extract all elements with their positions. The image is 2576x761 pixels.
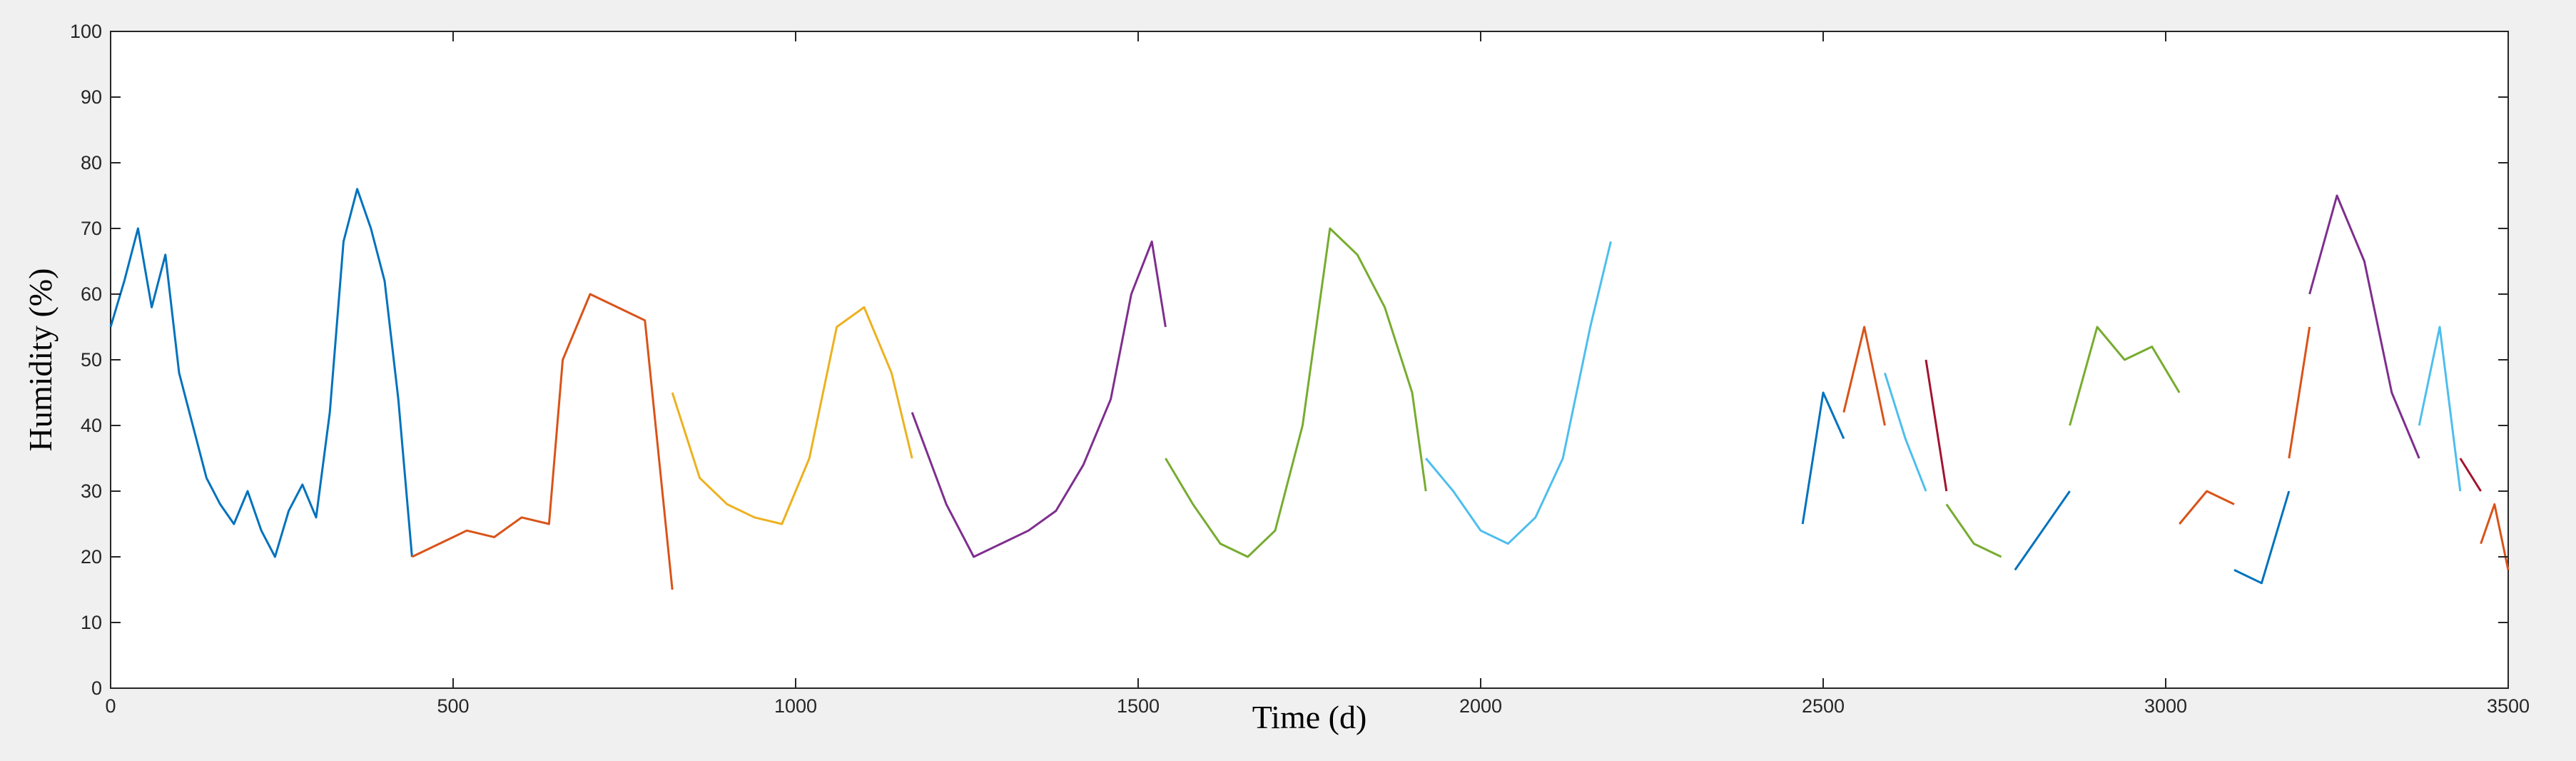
- series-line: [1883, 372, 1927, 492]
- x-tick-label: 3500: [2487, 695, 2530, 717]
- y-tick-label: 0: [91, 677, 102, 699]
- series-layer: [109, 188, 2510, 590]
- series-line: [671, 306, 913, 525]
- x-axis-title: Time (d): [1252, 699, 1367, 735]
- series-line: [2233, 490, 2291, 585]
- y-tick-label: 40: [81, 415, 102, 436]
- y-axis-title: Humidity (%): [22, 268, 59, 452]
- y-tick-label: 20: [81, 546, 102, 568]
- series-line: [2288, 326, 2311, 459]
- x-tick-label: 0: [105, 695, 116, 717]
- series-line: [1945, 503, 2002, 558]
- y-tick-label: 90: [81, 86, 102, 108]
- series-line: [2069, 326, 2181, 426]
- x-tick-label: 1500: [1117, 695, 1160, 717]
- series-line: [2459, 458, 2482, 492]
- series-line: [1165, 227, 1427, 558]
- series-line: [1425, 241, 1612, 545]
- y-tick-label: 80: [81, 152, 102, 173]
- series-line: [2014, 490, 2071, 571]
- y-tick-label: 60: [81, 283, 102, 305]
- y-tick-label: 100: [70, 21, 102, 42]
- series-line: [2418, 326, 2462, 492]
- series-line: [411, 293, 674, 590]
- x-tick-label: 2500: [1802, 695, 1845, 717]
- y-tick-label: 50: [81, 349, 102, 371]
- plot-area: [110, 31, 2509, 689]
- series-line: [1801, 391, 1845, 525]
- series-line: [2480, 503, 2510, 570]
- series-line: [109, 188, 413, 558]
- x-tick-label: 3000: [2144, 695, 2187, 717]
- series-line: [2179, 490, 2235, 525]
- y-tick-label: 10: [81, 612, 102, 633]
- series-line: [911, 240, 1167, 558]
- x-tick-label: 1000: [774, 695, 817, 717]
- y-tick-label: 70: [81, 218, 102, 239]
- x-tick-label: 500: [437, 695, 469, 717]
- ticks-layer: 0 500 1000 1500 2000 2500 3000 3500 0 10 20 30 40 50 6…: [70, 21, 2530, 717]
- y-tick-label: 30: [81, 480, 102, 502]
- series-line: [2308, 194, 2420, 459]
- x-tick-label: 2000: [1459, 695, 1502, 717]
- series-line: [1842, 326, 1886, 426]
- series-line: [1925, 359, 1948, 492]
